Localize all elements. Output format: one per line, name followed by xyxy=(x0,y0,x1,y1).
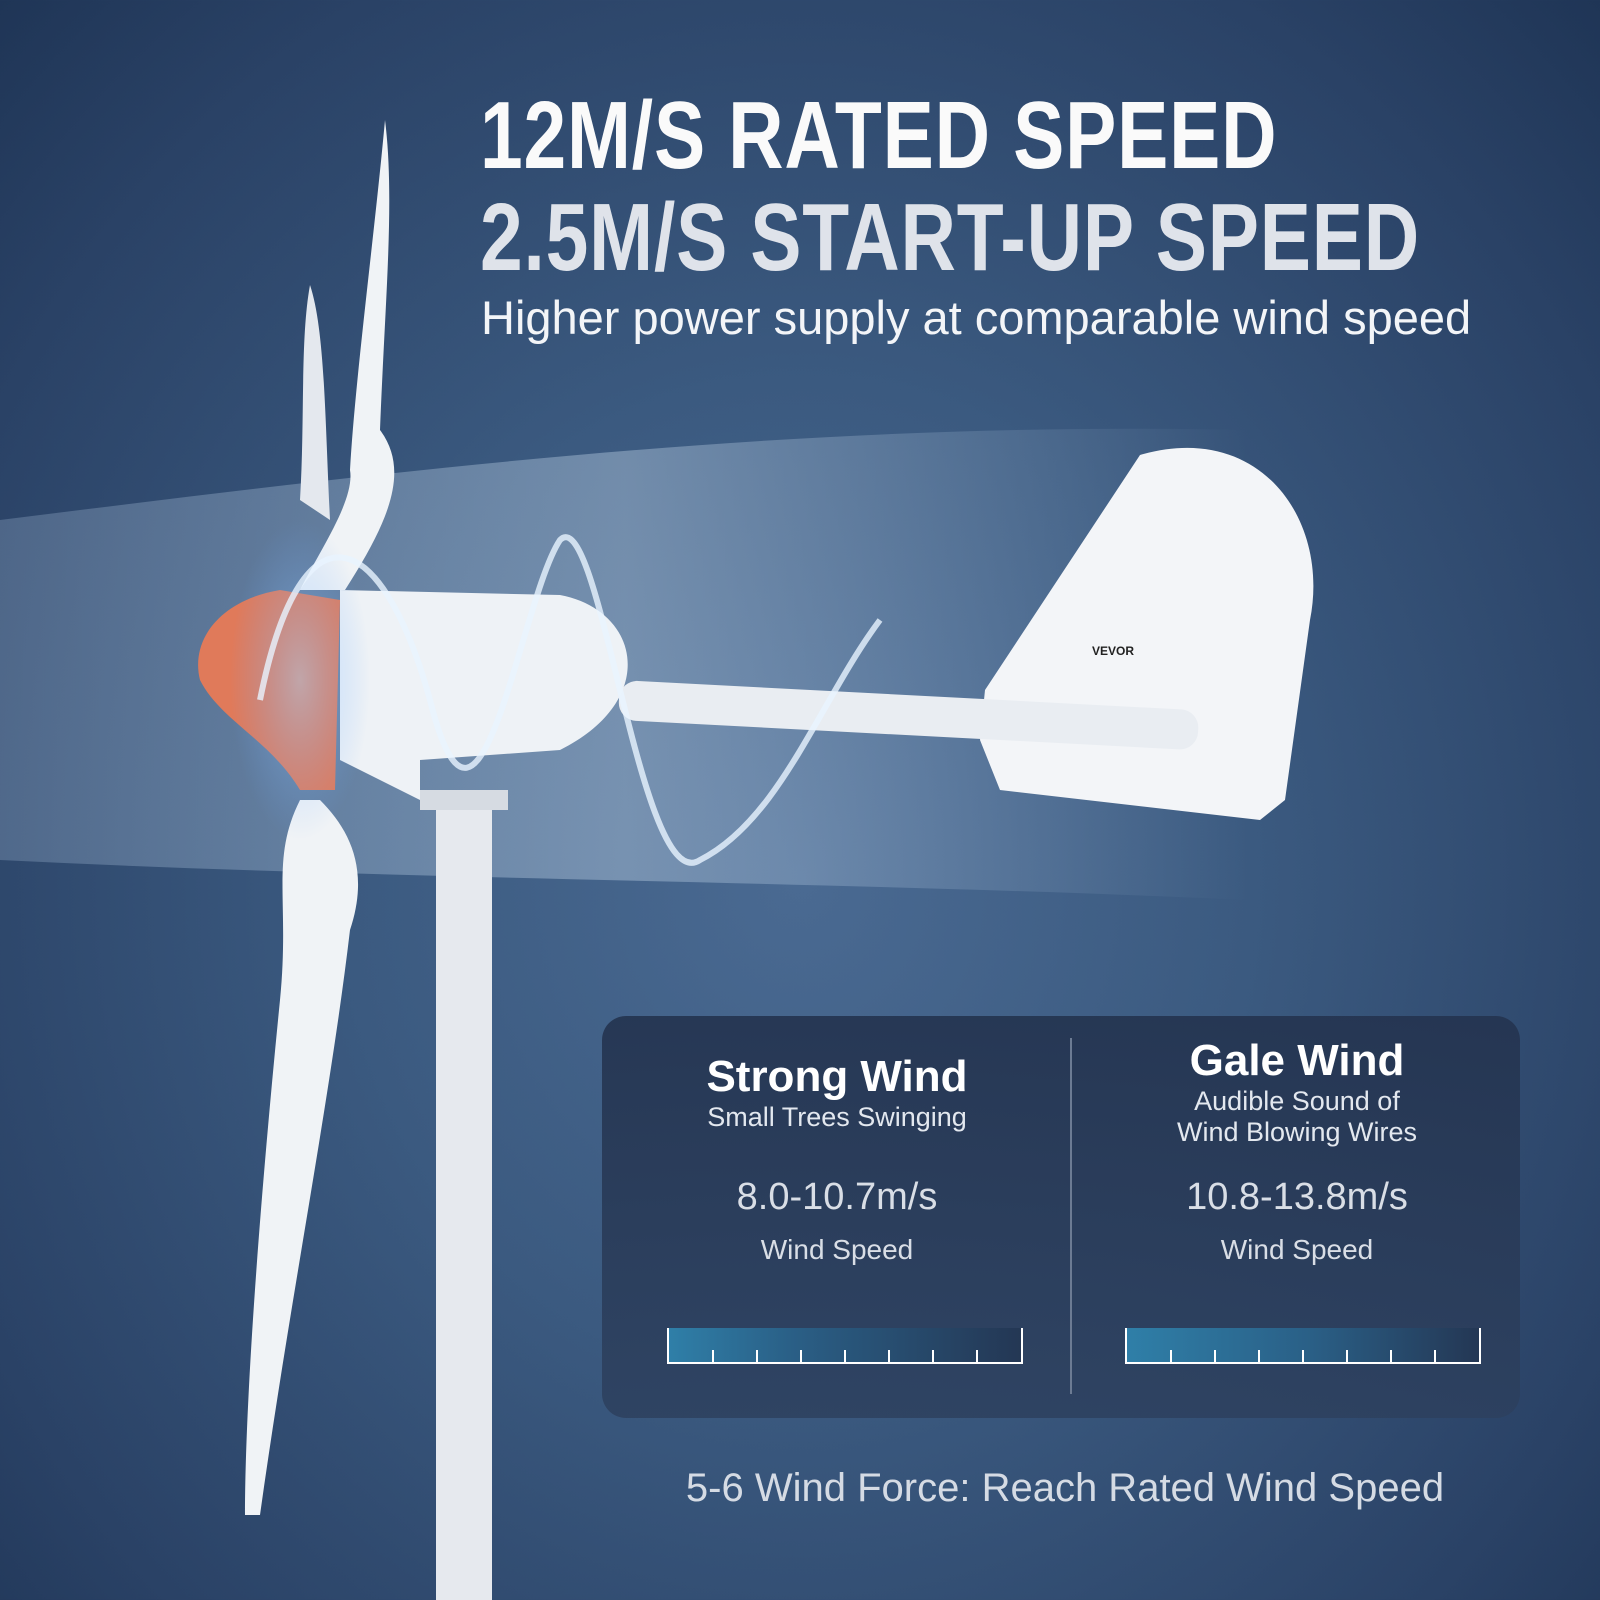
bar-tick xyxy=(1170,1350,1172,1362)
wind-speed-value: 8.0-10.7m/s xyxy=(736,1176,938,1218)
bar-tick xyxy=(932,1350,934,1362)
column-title: Strong Wind xyxy=(706,1052,968,1101)
footer-caption: 5-6 Wind Force: Reach Rated Wind Speed xyxy=(685,1466,1445,1510)
column-description: Small Trees Swinging xyxy=(707,1102,967,1132)
tail-boom xyxy=(618,680,1199,750)
wind-speed-label: Wind Speed xyxy=(1220,1234,1374,1265)
column-description: Wind Blowing Wires xyxy=(1176,1117,1418,1147)
bar-tick xyxy=(712,1350,714,1362)
tower-pole xyxy=(436,800,492,1600)
column-title: Gale Wind xyxy=(1189,1036,1405,1085)
bar-tick xyxy=(976,1350,978,1362)
bar-tick xyxy=(1258,1350,1260,1362)
blade-top xyxy=(300,120,395,590)
bar-tick xyxy=(1390,1350,1392,1362)
headline-rated-speed: 12M/S RATED SPEED xyxy=(480,82,1278,189)
bar-tick xyxy=(1346,1350,1348,1362)
brand-label: VEVOR xyxy=(1092,644,1134,658)
blade-bottom xyxy=(245,800,359,1515)
blade-top-2 xyxy=(300,285,330,520)
strong-wind-column: Strong Wind Small Trees Swinging 8.0-10.… xyxy=(612,1016,1062,1364)
column-description: Audible Sound of xyxy=(1194,1086,1400,1116)
bar-tick xyxy=(1434,1350,1436,1362)
wind-speed-panel: Strong Wind Small Trees Swinging 8.0-10.… xyxy=(602,1016,1520,1418)
bar-tick xyxy=(1302,1350,1304,1362)
bar-tick xyxy=(1214,1350,1216,1362)
subtitle: Higher power supply at comparable wind s… xyxy=(481,291,1472,344)
wind-speed-label: Wind Speed xyxy=(760,1234,914,1265)
wind-level-bar xyxy=(667,1328,1023,1364)
gale-wind-column: Gale Wind Audible Sound of Wind Blowing … xyxy=(1072,1016,1522,1364)
bar-tick xyxy=(888,1350,890,1362)
wind-speed-value: 10.8-13.8m/s xyxy=(1186,1176,1408,1218)
headline-startup-speed: 2.5M/S START-UP SPEED xyxy=(480,184,1421,291)
wind-spiral xyxy=(257,534,883,866)
bar-tick xyxy=(800,1350,802,1362)
bar-tick xyxy=(844,1350,846,1362)
wind-level-bar xyxy=(1125,1328,1481,1364)
bar-tick xyxy=(756,1350,758,1362)
divider xyxy=(1070,1038,1072,1394)
